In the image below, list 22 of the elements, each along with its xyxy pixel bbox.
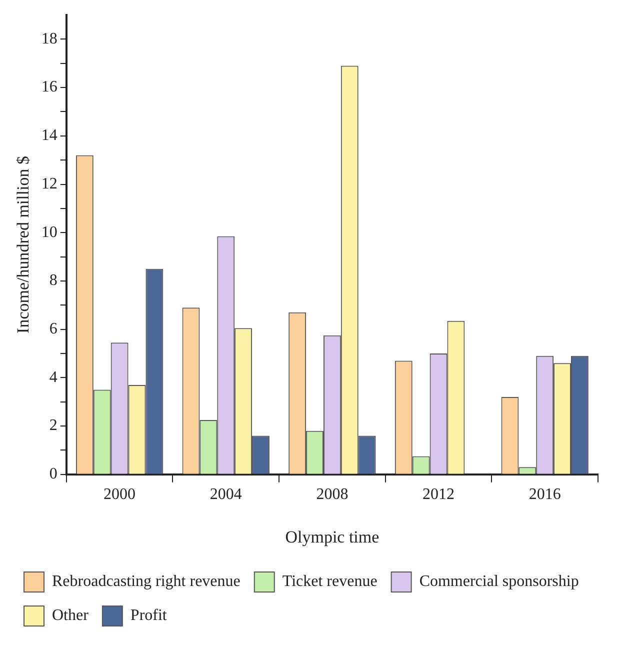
y-axis-title: Income/hundred million $ [14, 156, 33, 334]
y-tick-label: 16 [41, 78, 58, 96]
y-tick-label: 6 [49, 320, 58, 338]
x-tick-label: 2008 [316, 486, 348, 504]
y-tick-label: 18 [41, 30, 58, 48]
legend-label: Other [52, 607, 90, 624]
y-tick-label: 14 [41, 127, 58, 144]
y-tick-label: 10 [41, 224, 58, 241]
x-tick-label: 2016 [528, 486, 561, 504]
legend-label: Rebroadcasting right revenue [52, 573, 240, 590]
y-tick-label: 4 [49, 368, 58, 386]
x-tick-label: 2000 [104, 486, 136, 504]
y-tick-label: 12 [41, 175, 58, 192]
x-tick-label: 2004 [210, 486, 242, 504]
y-tick-label: 0 [49, 466, 58, 483]
legend-label: Commercial sponsorship [419, 573, 579, 590]
x-axis-title: Olympic time [285, 527, 380, 546]
y-tick-label: 8 [49, 272, 58, 290]
legend-label: Profit [130, 607, 168, 624]
y-tick-label: 2 [49, 417, 58, 434]
x-tick-label: 2012 [422, 486, 455, 504]
legend-label: Ticket revenue [282, 573, 378, 590]
